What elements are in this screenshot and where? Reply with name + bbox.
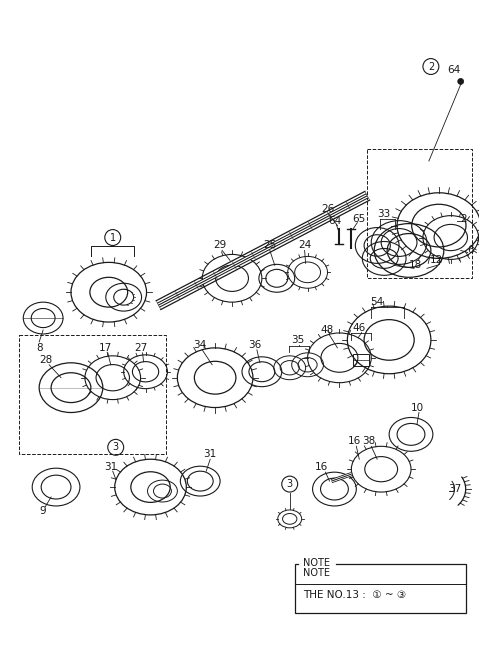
Text: 18: 18 (408, 260, 421, 270)
Text: NOTE: NOTE (302, 567, 330, 577)
Text: 64: 64 (328, 216, 341, 226)
Text: 3: 3 (113, 442, 119, 452)
Text: 38: 38 (362, 436, 376, 446)
Text: 36: 36 (248, 340, 262, 350)
Text: 16: 16 (348, 436, 361, 446)
Text: 3: 3 (287, 479, 293, 489)
Bar (367, 149, 472, 278)
Text: 65: 65 (353, 214, 366, 224)
Text: 10: 10 (410, 403, 423, 413)
Text: 37: 37 (448, 484, 461, 494)
Text: 1: 1 (109, 232, 116, 243)
Text: 48: 48 (321, 325, 334, 335)
Text: 26: 26 (321, 204, 334, 214)
Text: 33: 33 (378, 209, 391, 218)
Bar (295, 564, 466, 613)
Text: 25: 25 (263, 241, 276, 251)
Text: 64: 64 (447, 64, 460, 75)
Text: 16: 16 (315, 462, 328, 472)
Text: 31: 31 (104, 462, 118, 472)
Bar (353, 354, 369, 366)
Text: 35: 35 (291, 335, 304, 345)
Bar (19, 335, 167, 454)
Circle shape (458, 79, 464, 85)
Text: 17: 17 (99, 343, 112, 353)
Text: 46: 46 (353, 323, 366, 333)
Text: 9: 9 (40, 506, 47, 516)
Text: 29: 29 (214, 241, 227, 251)
Text: THE NO.13 :  ① ~ ③: THE NO.13 : ① ~ ③ (302, 590, 406, 600)
Text: 34: 34 (193, 340, 207, 350)
Text: 2: 2 (460, 214, 467, 224)
Text: 31: 31 (204, 449, 217, 459)
Text: 2: 2 (428, 62, 434, 72)
Text: 24: 24 (298, 241, 311, 251)
Text: 6: 6 (468, 245, 474, 255)
Text: 28: 28 (39, 355, 53, 365)
Text: 54: 54 (371, 297, 384, 307)
Text: 12: 12 (430, 255, 444, 266)
Text: NOTE: NOTE (302, 558, 330, 567)
Text: 8: 8 (36, 343, 43, 353)
Text: 27: 27 (134, 343, 147, 353)
